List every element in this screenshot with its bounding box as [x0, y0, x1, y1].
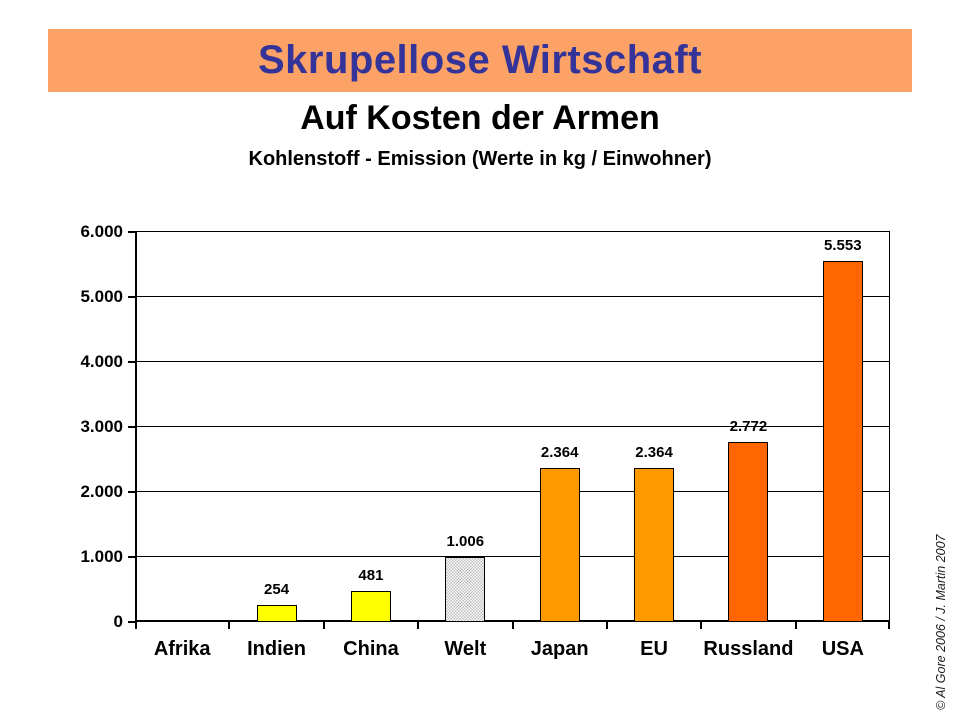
y-tick-label: 2.000 — [80, 482, 123, 501]
x-category-label: Russland — [703, 638, 794, 660]
banner-title: Skrupellose Wirtschaft — [257, 38, 703, 82]
bar-usa — [822, 261, 863, 622]
y-axis-tick — [128, 621, 135, 623]
y-tick-label: 4.000 — [80, 352, 123, 371]
y-tick-label: 5.000 — [80, 287, 123, 306]
y-axis-tick — [128, 556, 135, 558]
x-category-label: Afrika — [153, 638, 211, 660]
gridline-6.000 — [135, 231, 890, 232]
x-axis-tick — [794, 622, 797, 629]
bar-value-label: 2.772 — [729, 418, 768, 435]
x-axis-tick — [700, 622, 703, 629]
bar-japan — [539, 468, 580, 622]
gridline-2.000 — [135, 491, 890, 492]
x-axis-tick — [322, 622, 325, 629]
plot-right-border — [889, 232, 890, 622]
bar-russland — [728, 442, 769, 622]
chart-title: Kohlenstoff - Emission (Werte in kg / Ei… — [248, 148, 712, 170]
bar-value-label: 2.364 — [635, 444, 673, 461]
x-category-label: Japan — [530, 638, 589, 660]
x-category-label: EU — [640, 638, 668, 660]
y-axis-tick — [128, 491, 135, 493]
x-axis-tick — [228, 622, 231, 629]
y-axis-tick — [128, 231, 135, 233]
bar-chart-plot-area: 0 1.000 2.000 3.000 4.000 5.000 6.000 Afrika 254… — [80, 222, 890, 660]
x-category-label: China — [343, 638, 399, 660]
gridline-3.000 — [135, 426, 890, 427]
bar-indien — [256, 605, 297, 622]
title-banner: Skrupellose Wirtschaft — [48, 29, 912, 92]
y-tick-label: 6.000 — [80, 222, 123, 241]
x-axis-tick — [888, 622, 890, 629]
gridline-5.000 — [135, 296, 890, 297]
subtitle: Auf Kosten der Armen — [300, 99, 660, 137]
x-axis-line — [135, 620, 890, 622]
gridline-1.000 — [135, 556, 890, 557]
bar-value-label: 5.553 — [824, 237, 862, 254]
y-axis-tick — [128, 361, 135, 363]
y-tick-label: 1.000 — [80, 547, 123, 566]
x-axis-tick — [417, 622, 420, 629]
gridline-4.000 — [135, 361, 890, 362]
bar-china — [350, 591, 391, 622]
y-axis-line — [135, 232, 137, 622]
y-axis-tick — [128, 296, 135, 298]
y-tick-label: 3.000 — [80, 417, 123, 436]
copyright-credit: © Al Gore 2006 / J. Martin 2007 — [934, 534, 948, 710]
x-axis-tick — [135, 622, 137, 629]
x-category-label: Welt — [444, 638, 487, 660]
x-category-label: USA — [821, 638, 864, 660]
bar-value-label: 481 — [358, 567, 384, 584]
y-axis-tick — [128, 426, 135, 428]
x-axis-tick — [511, 622, 514, 629]
bar-value-label: 254 — [264, 581, 290, 598]
bar-welt — [445, 557, 486, 622]
y-tick-label: 0 — [113, 612, 123, 631]
x-category-label: Indien — [247, 638, 306, 660]
bar-eu — [634, 468, 675, 622]
x-axis-tick — [605, 622, 608, 629]
bar-value-label: 2.364 — [540, 444, 579, 461]
bar-value-label: 1.006 — [446, 533, 485, 550]
